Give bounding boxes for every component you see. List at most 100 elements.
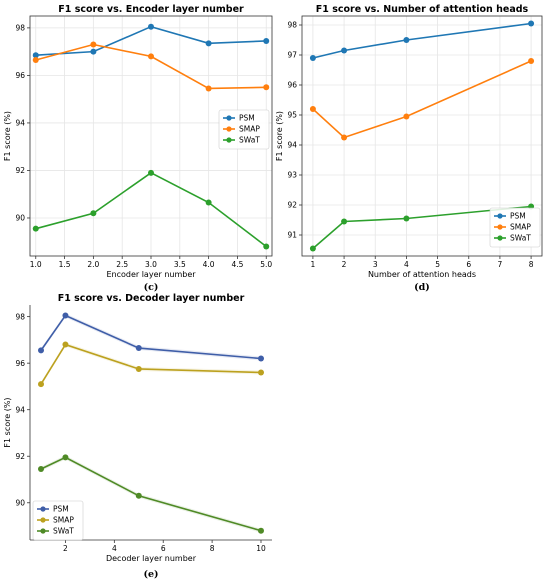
- y-tick-label: 91: [287, 231, 297, 240]
- series-band: [41, 455, 261, 533]
- y-axis-label: F1 score (%): [3, 397, 12, 447]
- y-tick-label: 90: [15, 214, 25, 223]
- legend-label: SMAP: [53, 516, 74, 525]
- chart-title: F1 score vs. Decoder layer number: [58, 293, 245, 304]
- x-tick-label: 2.5: [116, 260, 128, 269]
- legend-label: SMAP: [510, 223, 531, 232]
- data-point: [32, 225, 39, 232]
- y-tick-label: 90: [15, 498, 25, 507]
- data-point: [135, 365, 142, 372]
- x-tick-label: 4.0: [203, 260, 215, 269]
- series-psm: [32, 23, 270, 59]
- chart-panel-d: 1 2 3 4 5 6 7 8 91 92 93 94 95 96 97 98 F1 score vs. Num…: [275, 4, 543, 293]
- data-point: [32, 56, 39, 63]
- x-tick-label: 5: [435, 260, 440, 269]
- data-point: [309, 245, 316, 252]
- series-psm: [38, 312, 264, 362]
- y-tick-label: 92: [287, 201, 297, 210]
- legend-label: PSM: [53, 505, 69, 514]
- data-point: [148, 23, 154, 30]
- legend-swatch-marker: [226, 126, 232, 132]
- series-line: [40, 343, 262, 385]
- series-swat: [38, 454, 264, 534]
- legend-swatch-marker: [40, 506, 46, 512]
- panel-caption: (e): [143, 569, 158, 580]
- data-point: [258, 369, 264, 376]
- legend-swatch-marker: [226, 137, 232, 143]
- data-point: [528, 20, 535, 27]
- data-point: [341, 218, 348, 225]
- legend-label: PSM: [510, 212, 526, 221]
- y-tick-label: 92: [15, 166, 25, 175]
- series-line: [40, 314, 262, 360]
- legend-label: SMAP: [239, 125, 260, 134]
- data-point: [90, 41, 97, 48]
- y-tick-label: 97: [287, 51, 297, 60]
- x-tick-label: 10: [256, 544, 266, 553]
- chart-panel-c: 1.0 1.5 2.0 2.5 3.0 3.5 4.0 4.5 5.0 90 92 94 96 98 F1 …: [3, 4, 272, 293]
- x-tick-label: 4.5: [231, 260, 243, 269]
- y-tick-label: 96: [287, 81, 297, 90]
- data-point: [38, 347, 44, 354]
- legend-swatch-marker: [40, 517, 46, 523]
- y-tick-label: 94: [15, 119, 25, 128]
- y-axis-label: F1 score (%): [3, 111, 12, 161]
- x-tick-label: 1: [311, 260, 316, 269]
- x-tick-label: 3: [373, 260, 378, 269]
- x-tick-label: 8: [529, 260, 534, 269]
- panel-caption: (c): [144, 282, 159, 293]
- data-point: [32, 52, 39, 59]
- series-swat: [32, 169, 270, 250]
- data-point: [135, 492, 142, 499]
- x-axis-label: Encoder layer number: [106, 270, 196, 279]
- data-point: [403, 113, 410, 120]
- data-point: [205, 85, 212, 92]
- series-line: [40, 456, 262, 532]
- series-smap: [32, 41, 270, 92]
- data-point: [309, 55, 316, 61]
- y-tick-label: 98: [287, 21, 297, 30]
- data-point: [528, 58, 535, 64]
- y-tick-label: 98: [15, 24, 25, 33]
- data-point: [62, 341, 69, 348]
- legend-swatch-marker: [497, 213, 503, 219]
- x-axis-label: Decoder layer number: [106, 554, 197, 563]
- x-tick-label: 2: [63, 544, 68, 553]
- data-point: [263, 243, 270, 250]
- legend-label: SWaT: [53, 527, 74, 536]
- series-band: [41, 342, 261, 387]
- data-point: [258, 527, 264, 534]
- y-tick-label: 94: [15, 405, 25, 414]
- y-tick-label: 92: [15, 452, 25, 461]
- series-smap: [38, 341, 264, 388]
- series-line: [312, 60, 532, 139]
- series-psm: [309, 20, 535, 61]
- x-tick-label: 3.0: [145, 260, 157, 269]
- legend: PSM SMAP SWaT: [218, 109, 270, 150]
- chart-panel-e: 2 4 6 8 10 90 92 94 96 98 F1 score vs. Decoder lay…: [3, 293, 272, 580]
- panel-caption: (d): [414, 282, 430, 293]
- x-tick-label: 7: [498, 260, 503, 269]
- y-tick-label: 96: [15, 71, 25, 80]
- y-axis-label: F1 score (%): [275, 111, 284, 161]
- data-point: [258, 355, 264, 362]
- data-point: [341, 47, 348, 54]
- chart-title: F1 score vs. Number of attention heads: [316, 4, 529, 15]
- data-point: [148, 53, 154, 60]
- x-axis-label: Number of attention heads: [368, 270, 476, 279]
- data-point: [403, 215, 410, 222]
- legend-label: SWaT: [510, 234, 531, 243]
- data-point: [263, 84, 270, 91]
- x-tick-label: 5.0: [260, 260, 272, 269]
- data-point: [148, 169, 154, 176]
- series-line: [312, 205, 532, 250]
- legend-swatch-marker: [40, 528, 46, 534]
- data-point: [38, 466, 44, 473]
- x-tick-label: 3.5: [174, 260, 186, 269]
- data-point: [90, 48, 97, 55]
- y-tick-label: 98: [15, 312, 25, 321]
- data-point: [263, 37, 270, 44]
- data-point: [90, 210, 97, 217]
- data-point: [309, 106, 316, 112]
